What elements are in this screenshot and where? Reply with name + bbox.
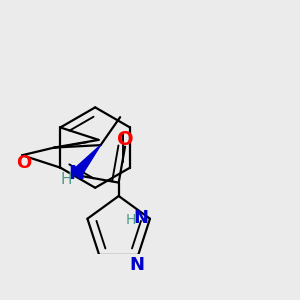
Text: H: H: [61, 172, 72, 188]
Text: O: O: [16, 154, 31, 172]
Polygon shape: [71, 145, 100, 178]
Text: N: N: [68, 164, 84, 183]
Text: N: N: [129, 256, 144, 274]
Text: N: N: [133, 208, 148, 226]
Text: O: O: [117, 130, 134, 149]
Text: H: H: [126, 213, 136, 227]
